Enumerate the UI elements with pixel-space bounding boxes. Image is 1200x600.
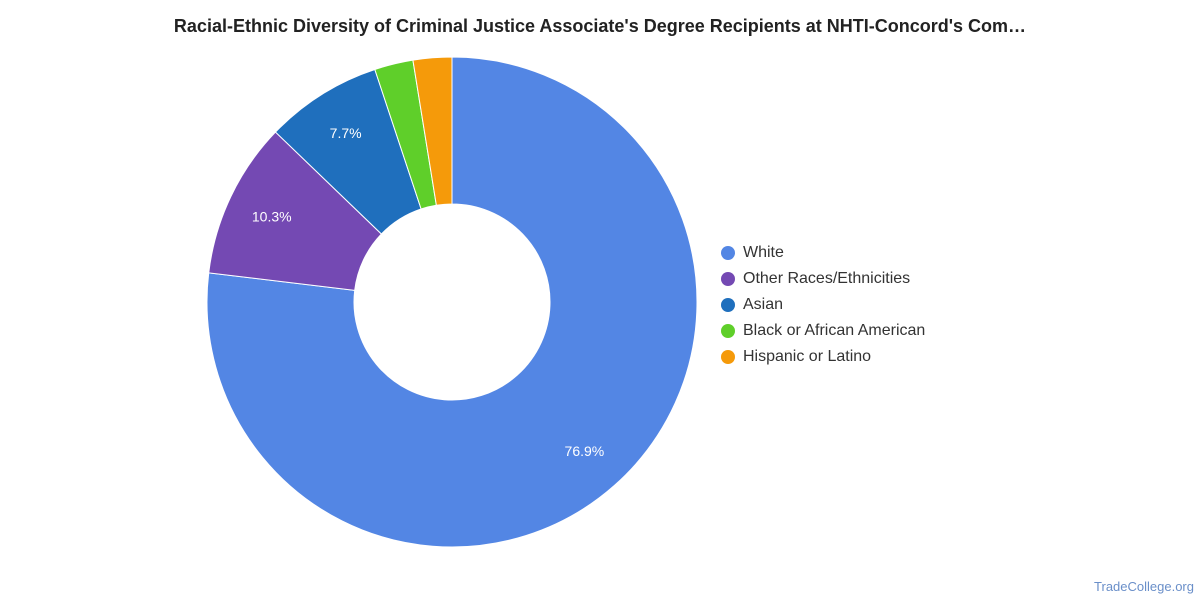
legend-label-asian: Asian [743, 296, 784, 313]
slice-other-races-ethnicities[interactable] [208, 131, 383, 291]
legend-swatch-other-races [721, 272, 735, 286]
slice-label-other-races-ethnicities: 10.3% [252, 208, 292, 224]
legend-item-asian[interactable]: Asian [721, 292, 925, 318]
legend-swatch-asian [721, 298, 735, 312]
legend-item-other-races[interactable]: Other Races/Ethnicities [721, 266, 925, 292]
legend-label-hispanic: Hispanic or Latino [743, 348, 872, 365]
slice-label-asian: 7.7% [330, 125, 362, 141]
legend-swatch-white [721, 246, 735, 260]
chart-legend: White Other Races/Ethnicities Asian Blac… [721, 240, 925, 370]
slice-hispanic-or-latino[interactable] [412, 56, 453, 206]
legend-label-other-races: Other Races/Ethnicities [743, 270, 911, 287]
chart-title: Racial-Ethnic Diversity of Criminal Just… [173, 16, 1027, 36]
legend-swatch-hispanic [721, 350, 735, 364]
legend-item-black[interactable]: Black or African American [721, 318, 925, 344]
watermark[interactable]: TradeCollege.org [1094, 579, 1194, 594]
slice-white[interactable] [206, 56, 698, 548]
legend-item-hispanic[interactable]: Hispanic or Latino [721, 344, 925, 370]
legend-swatch-black [721, 324, 735, 338]
slice-label-white: 76.9% [565, 443, 605, 459]
legend-item-white[interactable]: White [721, 240, 925, 266]
legend-label-black: Black or African American [743, 322, 926, 339]
legend-label-white: White [743, 244, 784, 261]
